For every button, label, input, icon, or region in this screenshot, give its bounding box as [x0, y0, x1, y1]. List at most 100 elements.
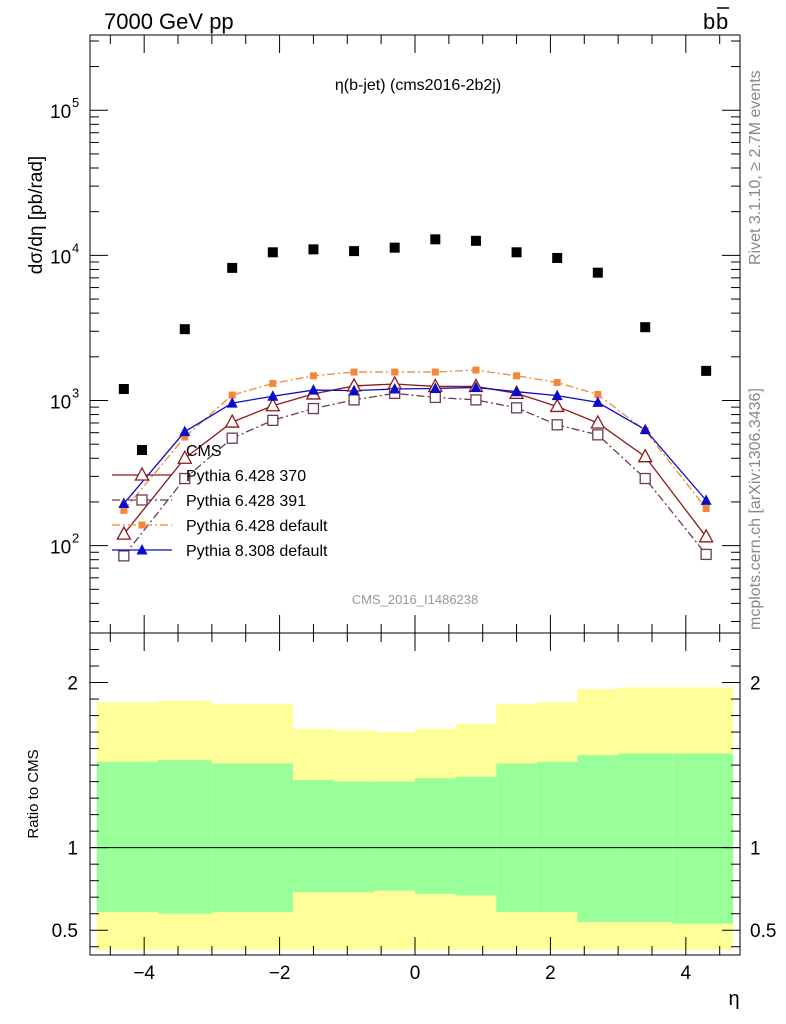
data-point-s0-0 — [118, 384, 129, 395]
green-band-bin — [211, 763, 294, 913]
x-tick-label: 0 — [410, 963, 421, 984]
series-line-1 — [123, 383, 707, 538]
main-chart-title: η(b-jet) (cms2016-2b2j) — [335, 77, 501, 94]
green-band-bin — [577, 755, 619, 922]
green-band-bin — [672, 753, 734, 924]
data-point-s1-0 — [116, 525, 132, 540]
data-point-s4-13 — [700, 494, 712, 505]
data-point-s4-3 — [267, 390, 279, 401]
legend-label-3: Pythia 6.428 default — [186, 518, 328, 535]
data-point-s0-1 — [179, 324, 190, 335]
legend-label-0: CMS — [186, 443, 222, 460]
data-point-s2-10 — [551, 419, 563, 431]
data-point-s3-8 — [472, 366, 480, 374]
data-point-s3-7 — [431, 368, 439, 376]
main-series-lines — [123, 369, 707, 557]
legend-label-4: Pythia 8.308 default — [186, 543, 328, 560]
data-point-s0-11 — [592, 267, 603, 278]
ratio-y-tick-label-right: 2 — [750, 674, 761, 695]
ratio-y-tick-label-left: 1 — [67, 839, 78, 860]
data-point-s4-9 — [511, 385, 523, 397]
main-y-label: dσ/dη [pb/rad] — [26, 156, 47, 274]
green-band-bin — [455, 776, 497, 896]
header-right-main: b — [703, 9, 715, 34]
legend-marker-2 — [136, 494, 148, 506]
ratio-y-tick-label-right: 1 — [750, 839, 761, 860]
data-point-s3-6 — [391, 368, 399, 376]
data-point-s2-2 — [226, 432, 238, 444]
data-point-s2-8 — [470, 394, 482, 406]
data-point-s4-5 — [348, 384, 360, 396]
data-point-s0-10 — [552, 252, 563, 263]
data-point-s2-0 — [118, 550, 130, 562]
data-point-s4-11 — [592, 396, 604, 407]
data-point-s2-3 — [267, 414, 279, 426]
ratio-y-tick-labels: 0.5 0.5 1 1 2 2 — [52, 674, 777, 943]
ratio-y-tick-label-right: 0.5 — [750, 921, 776, 942]
main-y-tick-label-base: 10 — [50, 247, 71, 268]
watermark: CMS_2016_I1486238 — [352, 592, 479, 607]
main-y-tick-label-exp: 5 — [72, 95, 79, 110]
data-point-s2-1 — [179, 472, 191, 485]
green-band-bin — [415, 778, 456, 894]
data-point-s4-12 — [639, 423, 651, 435]
data-point-s4-1 — [179, 425, 191, 437]
green-band-bin — [618, 753, 673, 922]
main-series-markers — [116, 234, 714, 562]
data-point-s4-7 — [429, 382, 441, 393]
main-y-tick-label-base: 10 — [50, 538, 71, 559]
data-point-s1-13 — [698, 528, 714, 543]
series-line-3 — [123, 369, 707, 511]
green-band-bin — [536, 761, 578, 913]
data-point-s3-9 — [513, 372, 521, 380]
header-left: 7000 GeV pp — [104, 9, 234, 34]
data-point-s3-2 — [228, 391, 236, 399]
series-line-4 — [123, 386, 707, 504]
data-point-s2-9 — [510, 402, 523, 414]
main-y-tick-label-exp: 4 — [72, 240, 79, 255]
data-point-s1-10 — [549, 398, 565, 413]
x-tick-label: −4 — [133, 963, 155, 984]
green-band-bin — [293, 779, 334, 893]
green-band-bin — [496, 763, 537, 913]
green-band-bin — [157, 760, 212, 914]
data-point-s4-8 — [470, 381, 482, 392]
legend-marker-4 — [136, 544, 148, 555]
data-point-s2-11 — [592, 429, 604, 441]
legend: CMS Pythia 6.428 370 Pythia 6.428 391 Pythi… — [112, 443, 328, 560]
green-band-bin — [374, 781, 415, 891]
data-point-s0-2 — [227, 262, 238, 273]
data-point-s3-10 — [553, 379, 561, 387]
legend-marker-1 — [134, 466, 150, 481]
data-point-s2-4 — [307, 402, 320, 415]
green-band-bin — [333, 781, 375, 893]
data-point-s0-8 — [470, 235, 481, 246]
series-line-2 — [123, 392, 707, 557]
data-point-s3-4 — [309, 372, 317, 380]
header-right-bar: b — [716, 9, 728, 34]
ratio-y-label: Ratio to CMS — [25, 749, 42, 838]
legend-marker-0 — [137, 445, 147, 455]
ratio-y-tick-label-left: 0.5 — [52, 921, 78, 942]
data-point-s2-5 — [348, 394, 360, 406]
data-point-s3-11 — [594, 390, 602, 398]
main-axis-ticks — [90, 35, 740, 633]
x-tick-label: 4 — [681, 963, 692, 984]
ratio-y-tick-label-left: 2 — [67, 674, 78, 695]
data-point-s0-5 — [349, 246, 360, 257]
legend-label-2: Pythia 6.428 391 — [186, 493, 306, 510]
data-point-s4-6 — [389, 383, 401, 394]
data-point-s1-1 — [177, 449, 193, 464]
data-point-s0-9 — [511, 247, 522, 258]
x-axis-label: η — [728, 988, 739, 1010]
data-point-s1-2 — [224, 413, 240, 428]
data-point-s3-5 — [350, 368, 358, 376]
ratio-bands — [96, 687, 734, 951]
main-y-tick-label-base: 10 — [50, 393, 71, 414]
data-point-s1-11 — [590, 414, 606, 429]
data-point-s0-6 — [389, 242, 400, 253]
data-point-s3-3 — [269, 379, 277, 387]
data-point-s4-2 — [226, 397, 238, 408]
